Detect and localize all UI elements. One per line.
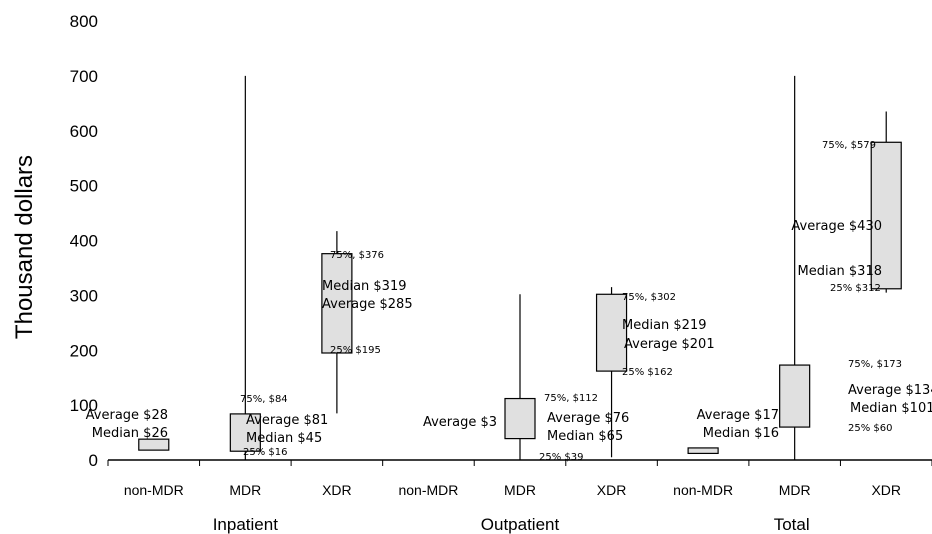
boxes-layer bbox=[138, 75, 902, 460]
box-iqr bbox=[138, 438, 170, 451]
group-label: Total bbox=[774, 515, 810, 534]
data-label: Average $17 bbox=[697, 408, 779, 423]
data-label: 75%, $579 bbox=[822, 140, 876, 151]
data-label: 25% $312 bbox=[830, 283, 881, 294]
data-label: 75%, $84 bbox=[240, 394, 288, 405]
data-label: 25% $60 bbox=[848, 423, 893, 434]
data-label: Average $430 bbox=[791, 219, 882, 234]
data-label: Median $219 bbox=[622, 318, 707, 333]
data-label: Median $101 bbox=[850, 401, 932, 416]
box-iqr bbox=[321, 253, 353, 354]
y-tick-label: 200 bbox=[70, 341, 98, 360]
data-label: Median $45 bbox=[246, 431, 322, 446]
data-label: 75%, $173 bbox=[848, 359, 902, 370]
data-label: Median $318 bbox=[798, 264, 883, 279]
x-category-label: MDR bbox=[779, 482, 811, 498]
data-label: Average $134 bbox=[848, 383, 932, 398]
box-iqr bbox=[870, 141, 902, 290]
y-tick-label: 400 bbox=[70, 232, 98, 251]
axes: 0 100 200 300 400 500 600 700 800 non-MDR MDR XDR no… bbox=[70, 12, 932, 534]
data-label: Median $16 bbox=[703, 426, 779, 441]
y-tick-label: 100 bbox=[70, 396, 98, 415]
x-category-label: non-MDR bbox=[673, 482, 733, 498]
data-label: Average $201 bbox=[624, 337, 715, 352]
y-tick-label: 800 bbox=[70, 12, 98, 31]
data-label: Average $285 bbox=[322, 297, 413, 312]
data-label: 75%, $376 bbox=[330, 250, 384, 261]
box-iqr bbox=[687, 447, 719, 455]
box-iqr bbox=[504, 397, 536, 440]
data-label: 25% $39 bbox=[539, 452, 584, 463]
data-label: 25% $162 bbox=[622, 367, 673, 378]
x-category-label: non-MDR bbox=[398, 482, 458, 498]
data-label: 75%, $302 bbox=[622, 292, 676, 303]
data-label: Average $28 bbox=[86, 408, 168, 423]
annotations-layer: Average $28 Median $26 75%, $84 Average $81… bbox=[86, 140, 932, 463]
data-label: 75%, $112 bbox=[544, 393, 598, 404]
y-tick-label: 500 bbox=[70, 177, 98, 196]
x-category-label: non-MDR bbox=[124, 482, 184, 498]
x-category-label: XDR bbox=[871, 482, 901, 498]
box-iqr bbox=[595, 293, 628, 372]
y-tick-label: 700 bbox=[70, 67, 98, 86]
y-tick-label: 0 bbox=[89, 451, 98, 470]
group-label: Outpatient bbox=[481, 515, 560, 534]
y-axis-label: Thousand dollars bbox=[11, 155, 38, 339]
data-label: Average $3 bbox=[423, 415, 497, 430]
data-label: Median $26 bbox=[92, 426, 168, 441]
data-label: Median $319 bbox=[322, 279, 407, 294]
x-category-label: XDR bbox=[322, 482, 352, 498]
data-label: Average $81 bbox=[246, 413, 328, 428]
y-tick-label: 300 bbox=[70, 286, 98, 305]
x-category-label: MDR bbox=[504, 482, 536, 498]
group-label: Inpatient bbox=[213, 515, 278, 534]
box-iqr bbox=[229, 413, 261, 452]
x-category-label: XDR bbox=[597, 482, 627, 498]
data-label: 25% $16 bbox=[243, 447, 288, 458]
box-iqr bbox=[779, 364, 811, 428]
data-label: Average $76 bbox=[547, 411, 629, 426]
x-category-label: MDR bbox=[229, 482, 261, 498]
data-label: 25% $195 bbox=[330, 345, 381, 356]
y-tick-label: 600 bbox=[70, 122, 98, 141]
data-label: Median $65 bbox=[547, 429, 623, 444]
